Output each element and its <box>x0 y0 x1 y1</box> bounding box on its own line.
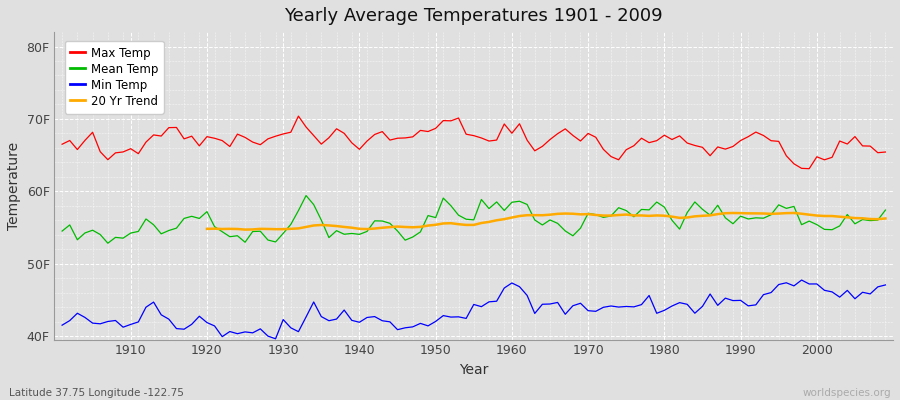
Text: Latitude 37.75 Longitude -122.75: Latitude 37.75 Longitude -122.75 <box>9 388 184 398</box>
X-axis label: Year: Year <box>459 363 489 377</box>
Y-axis label: Temperature: Temperature <box>7 142 21 230</box>
Legend: Max Temp, Mean Temp, Min Temp, 20 Yr Trend: Max Temp, Mean Temp, Min Temp, 20 Yr Tre… <box>65 41 164 114</box>
Title: Yearly Average Temperatures 1901 - 2009: Yearly Average Temperatures 1901 - 2009 <box>284 7 663 25</box>
Text: worldspecies.org: worldspecies.org <box>803 388 891 398</box>
